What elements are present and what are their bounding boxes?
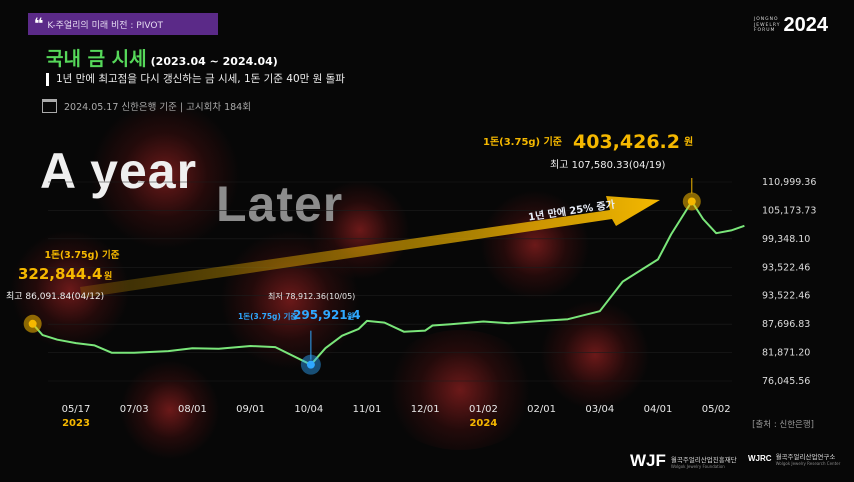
x-tick-label: 04/01 <box>644 404 673 415</box>
start-won: 원 <box>104 270 112 282</box>
peak-marker <box>687 197 696 206</box>
start-peak-label: 최고 86,091.84(04/12) <box>6 291 104 302</box>
wjf-name-block: 월곡주얼리산업진흥재단 Wolgok Jewelry Foundation <box>671 454 737 469</box>
bg-glow <box>380 330 540 450</box>
header-tag: ❝ K-주얼리의 미래 비전 : PIVOT <box>28 13 218 35</box>
year-label: 2024 <box>469 418 497 429</box>
hero-line1: A year <box>40 143 198 199</box>
x-tick-label: 07/03 <box>120 404 149 415</box>
growth-arrow <box>80 196 660 298</box>
y-tick-label: 81,871.20 <box>762 348 810 359</box>
end-peak-label: 최고 107,580.33(04/19) <box>550 159 666 171</box>
page-title-text: 국내 금 시세 <box>46 48 147 70</box>
forum-word: JEWELRY <box>753 22 781 28</box>
x-tick-label: 01/02 <box>469 404 498 415</box>
end-price: 403,426.2 <box>573 131 680 153</box>
wjrc-logo: WJRC 월곡주얼리산업연구소 Wolgok Jewelry Research … <box>748 451 840 466</box>
wjf-mark: WJF <box>630 451 666 470</box>
start-marker <box>28 319 37 328</box>
header-tag-text: K-주얼리의 미래 비전 : PIVOT <box>47 20 163 31</box>
wjrc-name: 월곡주얼리산업연구소 <box>775 453 836 461</box>
y-tick-label: 87,696.83 <box>762 319 810 330</box>
x-tick-label: 08/01 <box>178 404 207 415</box>
x-tick-label: 05/02 <box>702 404 731 415</box>
x-tick-label: 12/01 <box>411 404 440 415</box>
low-price: 295,921.4 <box>293 308 361 322</box>
quote-icon: ❝ <box>34 14 44 33</box>
page-title-range: (2023.04 ~ 2024.04) <box>150 55 278 68</box>
subtitle: 1년 만에 최고점을 다시 갱신하는 금 시세, 1돈 기준 40만 원 돌파 <box>46 73 345 86</box>
price-line <box>31 200 745 366</box>
low-won: 원 <box>347 311 354 321</box>
forum-logo-text: JONGNO JEWELRY FORUM <box>754 17 781 34</box>
low-peak-label: 최저 78,912.36(10/05) <box>268 291 355 301</box>
year-label: 2023 <box>62 418 90 429</box>
start-unit-label: 1돈(3.75g) 기준 <box>44 249 119 261</box>
x-tick-label: 02/01 <box>527 404 556 415</box>
low-unit-label: 1돈(3.75g) 기준 <box>238 311 297 321</box>
wjf-sub: Wolgok Jewelry Foundation <box>670 463 725 469</box>
y-tick-label: 93,522.46 <box>762 291 810 302</box>
end-unit-label: 1돈(3.75g) 기준 <box>483 135 562 148</box>
date-line: 2024.05.17 신한은행 기준 | 고시회차 184회 <box>42 99 251 113</box>
x-tick-label: 03/04 <box>585 404 614 415</box>
wjrc-mark: WJRC <box>748 454 772 463</box>
bg-glow <box>540 300 650 410</box>
x-tick-label: 10/04 <box>294 404 323 415</box>
y-tick-label: 93,522.46 <box>762 262 810 273</box>
y-tick-label: 99,348.10 <box>762 234 810 245</box>
forum-logo: JONGNO JEWELRY FORUM 2024 <box>754 14 828 37</box>
source-note: [출처 : 신한은행] <box>752 420 814 430</box>
wjrc-sub: Wolgok Jewelry Research Center <box>775 461 841 466</box>
calendar-icon <box>42 99 57 113</box>
y-tick-label: 76,045.56 <box>762 376 810 387</box>
end-won: 원 <box>684 135 693 148</box>
x-tick-label: 09/01 <box>236 404 265 415</box>
bg-glow <box>90 100 240 250</box>
y-tick-label: 105,173.73 <box>762 205 816 216</box>
start-price: 322,844.4 <box>18 265 102 283</box>
wjf-logo: WJF 월곡주얼리산업진흥재단 Wolgok Jewelry Foundatio… <box>630 451 737 471</box>
page-title: 국내 금 시세 (2023.04 ~ 2024.04) <box>46 44 278 71</box>
bg-glow <box>120 360 220 460</box>
hero-line2: Later <box>216 176 344 232</box>
forum-word: FORUM <box>753 28 776 34</box>
date-line-text: 2024.05.17 신한은행 기준 | 고시회차 184회 <box>64 102 251 113</box>
x-tick-label: 11/01 <box>353 404 382 415</box>
y-tick-label: 110,999.36 <box>762 177 816 188</box>
forum-word: JONGNO <box>753 17 779 23</box>
wjf-name: 월곡주얼리산업진흥재단 <box>670 455 737 464</box>
x-tick-label: 05/17 <box>62 404 91 415</box>
bg-glow <box>480 190 590 300</box>
forum-year: 2024 <box>783 14 829 36</box>
wjrc-name-block: 월곡주얼리산업연구소 Wolgok Jewelry Research Cente… <box>776 451 841 466</box>
bg-glow <box>310 180 410 280</box>
low-marker <box>306 360 315 369</box>
